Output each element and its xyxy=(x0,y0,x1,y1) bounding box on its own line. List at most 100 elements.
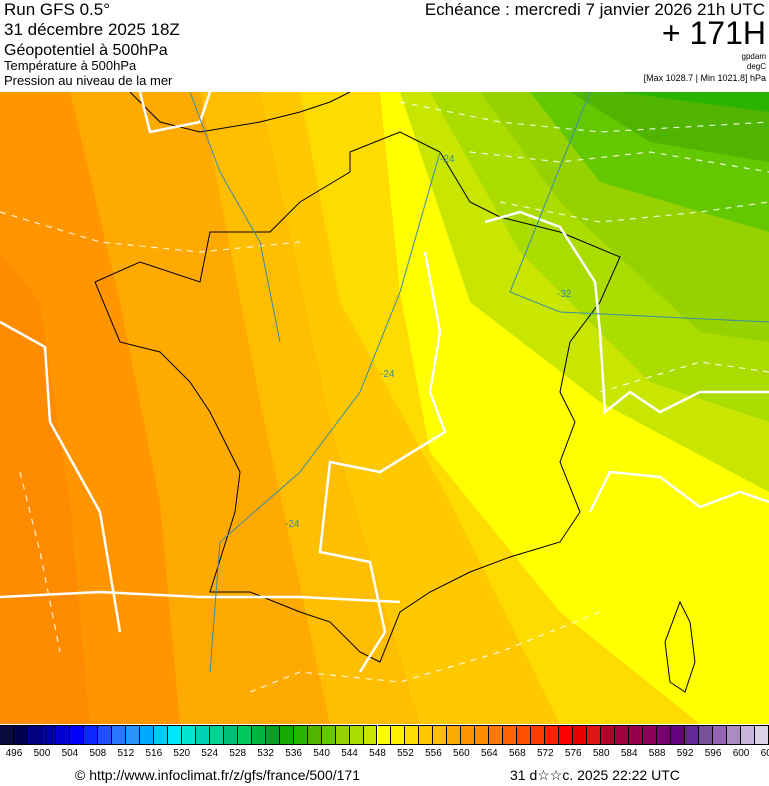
colorbar-label: 564 xyxy=(481,748,498,759)
colorbar-cell xyxy=(69,725,84,745)
colorbar-label: 588 xyxy=(648,748,666,759)
uk-coast xyxy=(129,92,351,133)
colorbar-label: 552 xyxy=(397,748,414,759)
colorbar-cell xyxy=(111,725,126,745)
colorbar-cell xyxy=(727,725,742,745)
colorbar-cell xyxy=(251,725,266,745)
colorbar-cell xyxy=(461,725,476,745)
colorbar-cell xyxy=(545,725,560,745)
colorbar-cell xyxy=(97,725,112,745)
pressure-range: [Max 1028.7 | Min 1021.8] hPa xyxy=(643,73,766,83)
colorbar-label: 576 xyxy=(564,748,582,759)
colorbar-cell xyxy=(755,725,769,745)
colorbar-cell xyxy=(559,725,574,745)
isotherm-label: -24 xyxy=(440,154,455,165)
colorbar-cell xyxy=(237,725,252,745)
colorbar-cell xyxy=(321,725,336,745)
colorbar-label: 500 xyxy=(33,748,51,759)
colorbar-cell xyxy=(629,725,644,745)
colorbar-cell xyxy=(699,725,714,745)
colorbar-cell xyxy=(419,725,434,745)
colorbar-cell xyxy=(349,725,364,745)
colorbar-cell xyxy=(139,725,154,745)
colorbar-cell xyxy=(643,725,658,745)
colorbar-label: 572 xyxy=(536,748,554,759)
colorbar-cell xyxy=(433,725,448,745)
colorbar-cell xyxy=(517,725,532,745)
colorbar-label: 556 xyxy=(425,748,442,759)
colorbar-cell xyxy=(223,725,238,745)
colorbar-cell xyxy=(601,725,616,745)
colorbar-cell xyxy=(657,725,672,745)
lead-time: + 171H xyxy=(661,15,766,51)
isotherm-label: -24 xyxy=(380,369,395,380)
colorbar-cell xyxy=(447,725,462,745)
colorbar-label: 580 xyxy=(592,748,610,759)
layer-pressure: Pression au niveau de la mer xyxy=(4,73,173,88)
colorbar-label: 568 xyxy=(508,748,526,759)
colorbar-cell xyxy=(27,725,42,745)
colorbar-cell xyxy=(685,725,700,745)
run-date: 31 décembre 2025 18Z xyxy=(4,20,180,39)
unit-gpdam: gpdam xyxy=(741,52,766,61)
colorbar-cell xyxy=(209,725,224,745)
colorbar-label: 544 xyxy=(341,748,358,759)
colorbar-label: 508 xyxy=(89,748,107,759)
colorbar-cell xyxy=(0,725,14,745)
colorbar-label: 524 xyxy=(201,748,219,759)
colorbar-label: 512 xyxy=(117,748,135,759)
colorbar-label: 600 xyxy=(732,748,750,759)
colorbar-cell xyxy=(125,725,140,745)
colorbar-cell xyxy=(83,725,98,745)
colorbar-cell xyxy=(153,725,168,745)
colorbar-cell xyxy=(265,725,280,745)
colorbar-cell xyxy=(167,725,182,745)
isotherm-label: -24 xyxy=(285,519,300,530)
unit-degc: degC xyxy=(746,62,766,71)
colorbar-cell xyxy=(307,725,322,745)
colorbar-label: 528 xyxy=(229,748,247,759)
run-label: Run GFS 0.5° xyxy=(4,0,111,19)
isobars xyxy=(0,92,769,673)
layer-geopotential: Géopotentiel à 500hPa xyxy=(4,42,168,59)
colorbar-label: 496 xyxy=(5,748,23,759)
colorbar-cell xyxy=(475,725,490,745)
colorbar-label: 604 xyxy=(760,748,769,759)
colorbar-label: 592 xyxy=(676,748,694,759)
colorbar-label: 504 xyxy=(61,748,79,759)
layer-temperature: Température à 500hPa xyxy=(4,58,137,73)
colorbar-cell xyxy=(741,725,755,745)
colorbar-cell xyxy=(363,725,378,745)
colorbar-label: 516 xyxy=(145,748,163,759)
colorbar-cell xyxy=(615,725,630,745)
colorbar-label: 584 xyxy=(620,748,638,759)
corsica xyxy=(664,600,696,693)
colorbar-cell xyxy=(391,725,406,745)
colorbar-cell xyxy=(13,725,28,745)
colorbar xyxy=(0,725,769,745)
colorbar-cell xyxy=(279,725,294,745)
colorbar-cell xyxy=(41,725,56,745)
colorbar-cell xyxy=(713,725,728,745)
colorbar-cell xyxy=(671,725,686,745)
colorbar-label: 520 xyxy=(173,748,191,759)
colorbar-label: 596 xyxy=(704,748,722,759)
colorbar-cell xyxy=(181,725,196,745)
colorbar-cell xyxy=(293,725,308,745)
temperature-contours xyxy=(189,92,769,673)
colorbar-cell xyxy=(573,725,588,745)
colorbar-cell xyxy=(377,725,392,745)
weather-map: -24 -24 -24 -32 xyxy=(0,92,769,724)
colorbar-cell xyxy=(587,725,602,745)
colorbar-label: 548 xyxy=(369,748,386,759)
colorbar-cell xyxy=(489,725,504,745)
colorbar-cell xyxy=(55,725,70,745)
forecast-time: Echéance : mercredi 7 janvier 2026 21h U… xyxy=(424,0,765,19)
copyright[interactable]: © http://www.infoclimat.fr/z/gfs/france/… xyxy=(75,767,360,783)
colorbar-label: 536 xyxy=(285,748,302,759)
isotherms xyxy=(0,101,769,693)
colorbar-cell xyxy=(531,725,546,745)
colorbar-label: 532 xyxy=(257,748,274,759)
colorbar-label: 560 xyxy=(453,748,470,759)
colorbar-cell xyxy=(405,725,420,745)
